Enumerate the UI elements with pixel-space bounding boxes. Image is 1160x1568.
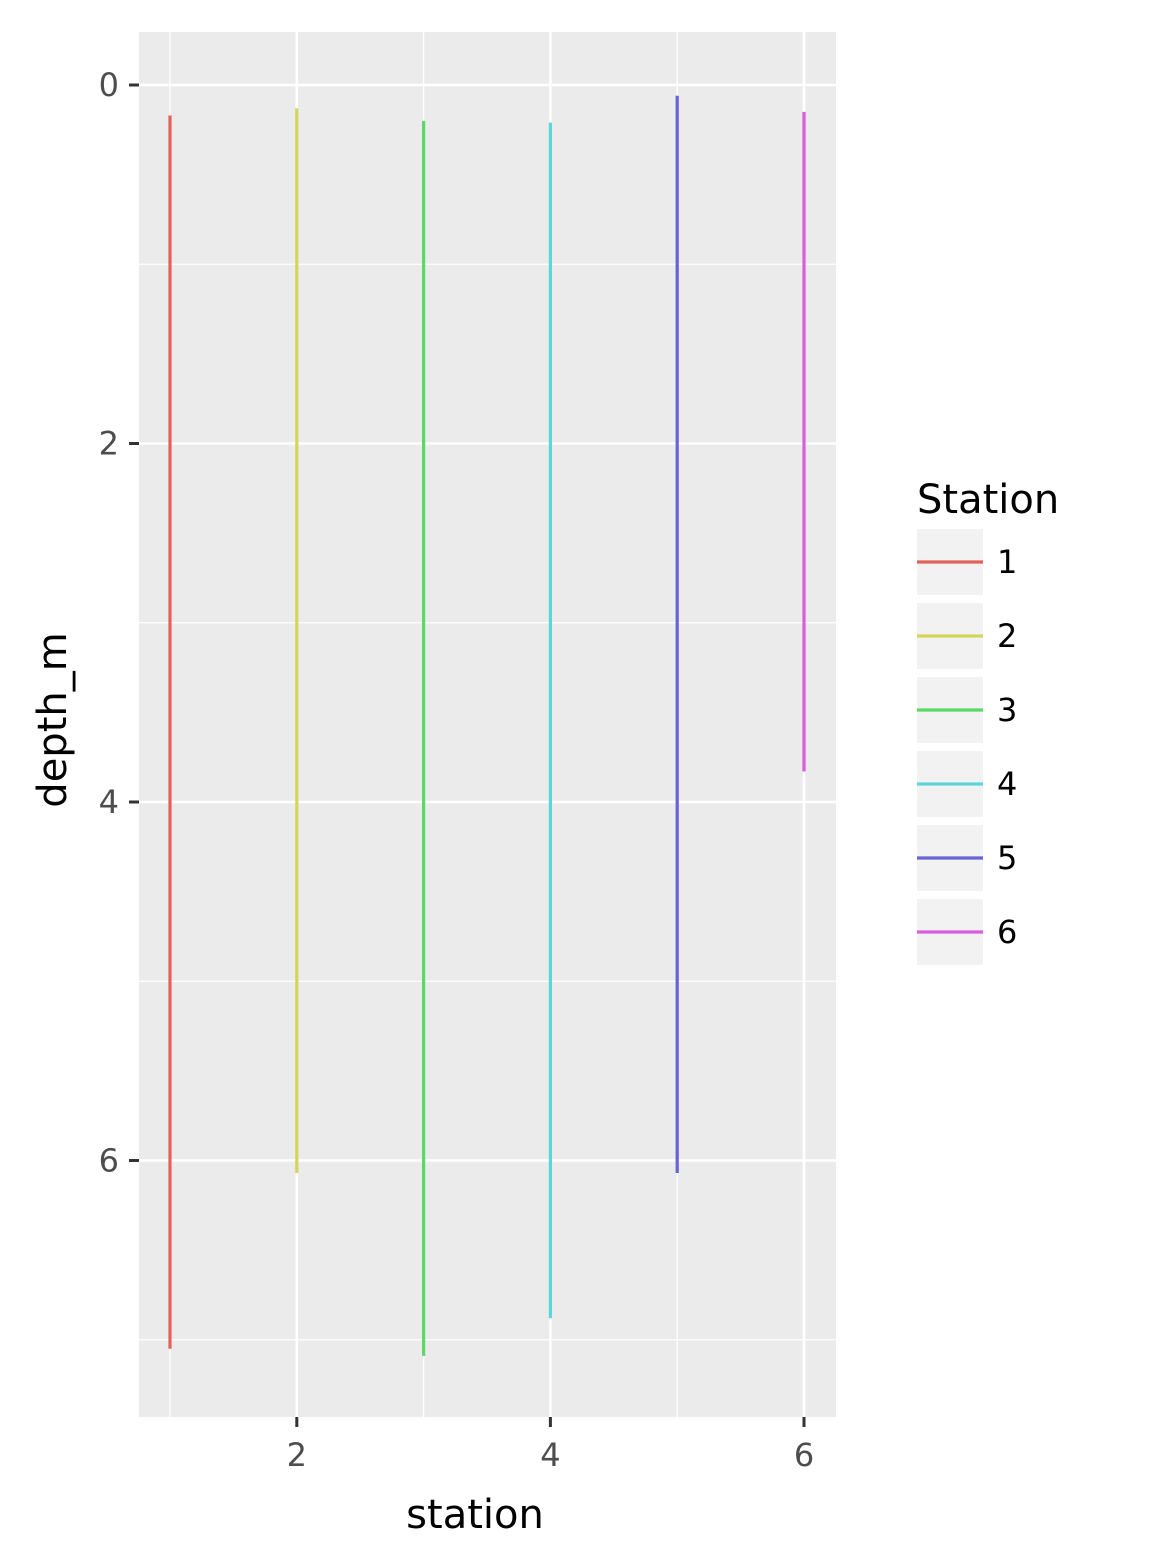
legend-label: 6	[997, 913, 1017, 951]
x-tick-label: 4	[540, 1436, 560, 1474]
legend-keys: 1 2 3 4 5 6	[917, 529, 1017, 965]
x-tick-label: 6	[794, 1436, 814, 1474]
legend-label: 5	[997, 839, 1017, 877]
x-axis: 2 4 6	[287, 1417, 814, 1474]
legend-label: 2	[997, 617, 1017, 655]
legend-item-1: 1	[917, 529, 1017, 595]
y-axis: 0 2 4 6	[99, 66, 139, 1180]
legend-item-4: 4	[917, 751, 1017, 817]
y-tick-label: 2	[99, 425, 119, 463]
segments	[168, 95, 806, 1356]
legend-item-3: 3	[917, 677, 1017, 743]
y-tick-label: 4	[99, 783, 119, 821]
legend-label: 1	[997, 543, 1017, 581]
y-tick-label: 6	[99, 1142, 119, 1180]
legend-label: 3	[997, 691, 1017, 729]
y-tick-label: 0	[99, 66, 119, 104]
legend-label: 4	[997, 765, 1017, 803]
plot-panel	[139, 32, 836, 1417]
legend-item-6: 6	[917, 899, 1017, 965]
x-axis-title: station	[406, 1492, 544, 1538]
legend: Station 1 2 3 4 5 6	[917, 477, 1059, 965]
legend-item-5: 5	[917, 825, 1017, 891]
x-tick-label: 2	[287, 1436, 307, 1474]
legend-item-2: 2	[917, 603, 1017, 669]
legend-title: Station	[917, 477, 1059, 523]
y-axis-title: depth_m	[30, 632, 76, 807]
